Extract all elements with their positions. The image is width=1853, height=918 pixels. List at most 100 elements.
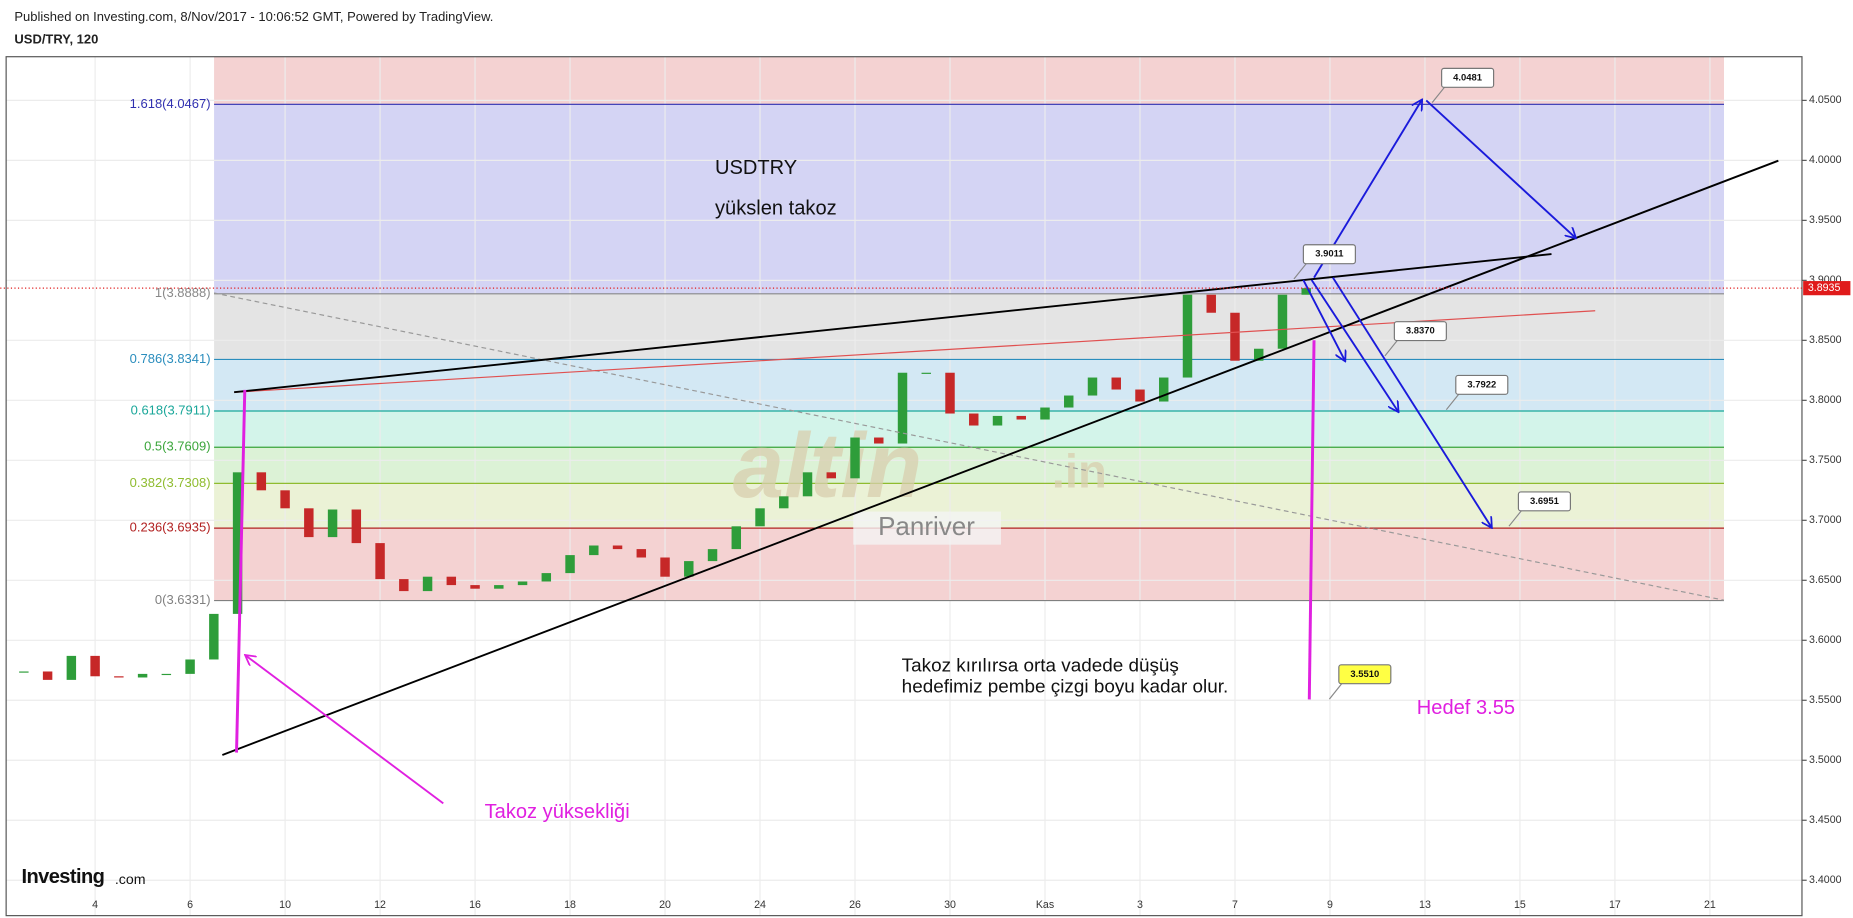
x-tick-label: 18 xyxy=(564,899,576,911)
y-tick-label: 4.0500 xyxy=(1809,94,1842,106)
fib-label: 0.5(3.7609) xyxy=(144,439,210,454)
candle xyxy=(1064,395,1074,408)
candle xyxy=(1277,294,1288,349)
callout-label: 3.8370 xyxy=(1406,326,1435,337)
callouts-layer: 4.0481 3.9011 3.8370 3.7922 3.6951 3.5510 xyxy=(1293,67,1571,700)
callout-label: 3.9011 xyxy=(1315,249,1343,260)
x-tick-label: 15 xyxy=(1514,899,1526,911)
x-tick-label: 12 xyxy=(374,899,386,911)
candle xyxy=(375,543,385,580)
candle xyxy=(565,555,575,574)
candle xyxy=(850,437,860,479)
pointer-arrow xyxy=(246,656,444,805)
x-tick-label: 3 xyxy=(1137,899,1143,911)
fib-band xyxy=(214,104,1724,294)
watermark-suffix: .in xyxy=(1052,445,1107,498)
candle xyxy=(42,671,53,680)
callout-box xyxy=(1455,374,1509,395)
candle xyxy=(399,579,409,592)
y-tick-label: 3.6500 xyxy=(1809,574,1842,586)
callout-box xyxy=(1441,67,1495,88)
watermark-box xyxy=(853,511,1001,545)
y-tick-label: 3.4000 xyxy=(1809,874,1842,886)
watermark-sub: Panriver xyxy=(878,511,975,541)
fib-label: 0.382(3.7308) xyxy=(130,475,211,490)
candle xyxy=(1206,294,1216,313)
y-tick-label: 3.9500 xyxy=(1809,214,1842,226)
candle xyxy=(66,655,77,680)
symbol: USD/TRY, 120 xyxy=(14,32,98,47)
candles-layer xyxy=(19,288,1311,680)
logo: Investing xyxy=(21,866,104,888)
arrow xyxy=(1332,277,1491,527)
fib-label: 0.786(3.8341) xyxy=(130,351,211,366)
candle xyxy=(921,372,931,374)
candle xyxy=(209,613,219,660)
trend-line xyxy=(234,310,1596,393)
candle xyxy=(114,676,124,678)
candle xyxy=(612,545,623,550)
fib-label: 1(3.8888) xyxy=(155,285,211,300)
x-tick-label: 16 xyxy=(469,899,481,911)
x-tick-label: 6 xyxy=(187,899,193,911)
candle xyxy=(137,673,148,678)
candle xyxy=(161,673,172,676)
candle xyxy=(1111,377,1121,390)
callout-label: 4.0481 xyxy=(1453,72,1482,83)
candle xyxy=(1016,415,1026,420)
callout-box xyxy=(1302,244,1356,265)
callout-label: 3.5510 xyxy=(1350,669,1379,680)
annotation: Hedef 3.55 xyxy=(1417,697,1515,719)
x-tick-label: 10 xyxy=(279,899,291,911)
candle xyxy=(1230,312,1240,361)
target-height xyxy=(1307,340,1316,700)
candle xyxy=(1087,377,1098,396)
x-tick-label: 13 xyxy=(1419,899,1431,911)
y-tick-label: 3.4500 xyxy=(1809,814,1842,826)
candle xyxy=(1040,407,1050,420)
fib-label: 0.236(3.6935) xyxy=(130,520,211,535)
candle xyxy=(446,576,457,586)
logo-suffix: .com xyxy=(115,872,146,888)
x-tick-label: 7 xyxy=(1232,899,1238,911)
candle xyxy=(897,372,908,444)
callout-label: 3.7922 xyxy=(1467,379,1496,390)
candle xyxy=(90,655,100,677)
candle xyxy=(470,585,480,589)
arrow xyxy=(1425,99,1575,237)
annotation: hedefimiz pembe çizgi boyu kadar olur. xyxy=(902,677,1229,698)
candle xyxy=(684,561,694,577)
fib-band xyxy=(214,56,1724,105)
x-tick-label: 4 xyxy=(92,899,98,911)
x-tick-label: 20 xyxy=(659,899,671,911)
y-tick-label: 3.6000 xyxy=(1809,634,1842,646)
annotation: USDTRY xyxy=(715,157,797,179)
candle xyxy=(874,437,884,444)
callout-box xyxy=(1517,491,1571,512)
candle xyxy=(1182,294,1193,378)
header: Published on Investing.com, 8/Nov/2017 -… xyxy=(14,9,493,24)
candle xyxy=(992,415,1003,426)
fib-band xyxy=(214,293,1724,360)
annotation: yükslen takoz xyxy=(715,197,837,219)
fib-band xyxy=(214,447,1724,484)
fib-label: 1.618(4.0467) xyxy=(130,96,211,111)
candle xyxy=(327,509,338,538)
candle xyxy=(19,671,29,673)
candle xyxy=(969,413,979,426)
wedge-lower xyxy=(222,159,1779,756)
x-tick-label: 24 xyxy=(754,899,766,911)
candle xyxy=(731,526,742,550)
fib-label: 0(3.6331) xyxy=(155,592,211,607)
wedge-upper xyxy=(234,253,1552,394)
candle xyxy=(707,549,718,562)
candle xyxy=(1159,377,1169,402)
last-price-badge xyxy=(1803,281,1851,296)
candle xyxy=(517,581,528,586)
fib-layer: 0(3.6331) 0.236(3.6935) 0.382(3.7308) 0.5(3… xyxy=(130,96,1724,607)
drawings xyxy=(213,99,1779,805)
candle xyxy=(494,585,504,589)
wedge-height xyxy=(235,389,247,753)
